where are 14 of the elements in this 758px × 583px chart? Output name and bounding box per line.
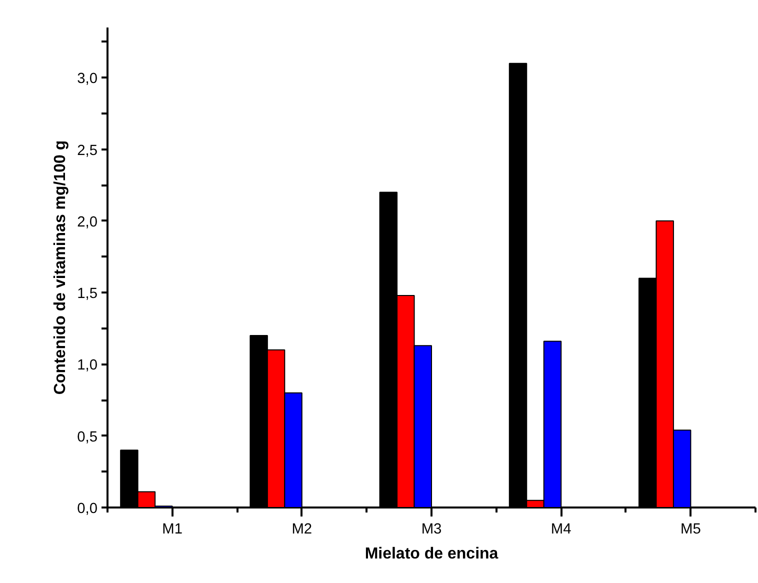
y-tick-label: 0,0 (77, 501, 98, 517)
y-axis-title: Contenido de vitaminas mg/100 g (52, 140, 70, 395)
y-tick-label: 2,5 (77, 142, 98, 159)
x-tick-label: M2 (292, 522, 312, 538)
x-tick-label: M3 (421, 522, 442, 538)
y-tick-label: 1,0 (77, 358, 98, 374)
y-tick-label: 1,5 (77, 286, 98, 302)
x-axis-title: Mielato de encina (364, 546, 498, 562)
y-tick-label: 0,5 (77, 429, 98, 446)
x-tick-label: M5 (680, 522, 701, 538)
x-tick-label: M4 (550, 522, 572, 538)
x-tick-label: M1 (162, 522, 182, 538)
y-tick-label: 2,0 (77, 214, 98, 230)
y-tick-label: 3,0 (77, 71, 98, 88)
